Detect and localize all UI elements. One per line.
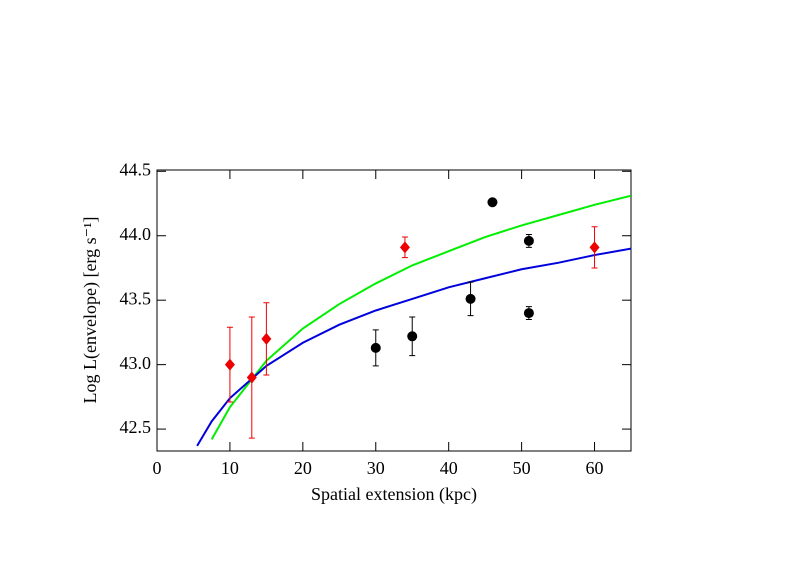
x-tick-label: 60 — [586, 458, 604, 478]
x-tick-label: 50 — [513, 458, 531, 478]
data-point — [370, 342, 381, 353]
data-point — [246, 371, 257, 384]
data-point — [589, 241, 600, 254]
y-tick-label: 42.5 — [120, 417, 152, 437]
x-tick-label: 30 — [367, 458, 385, 478]
y-tick-label: 44.0 — [120, 224, 152, 244]
x-tick-label: 20 — [294, 458, 312, 478]
curve — [210, 194, 631, 440]
data-point — [487, 197, 498, 208]
x-axis-label: Spatial extension (kpc) — [311, 484, 477, 505]
x-tick-label: 40 — [440, 458, 458, 478]
data-point — [523, 235, 534, 246]
data-point — [465, 293, 476, 304]
y-axis-label: Log L(envelope) [erg s⁻¹] — [80, 217, 101, 404]
x-tick-label: 0 — [153, 458, 162, 478]
data-point — [399, 241, 410, 254]
x-tick-label: 10 — [221, 458, 239, 478]
data-point — [407, 331, 418, 342]
plot-frame — [156, 169, 632, 452]
data-point — [224, 358, 235, 371]
y-tick-label: 43.5 — [120, 288, 152, 308]
y-tick-label: 44.5 — [120, 159, 152, 179]
y-tick-label: 43.0 — [120, 353, 152, 373]
plot-area — [196, 194, 631, 447]
curve — [196, 247, 631, 447]
data-point — [261, 332, 272, 345]
data-point — [523, 308, 534, 319]
